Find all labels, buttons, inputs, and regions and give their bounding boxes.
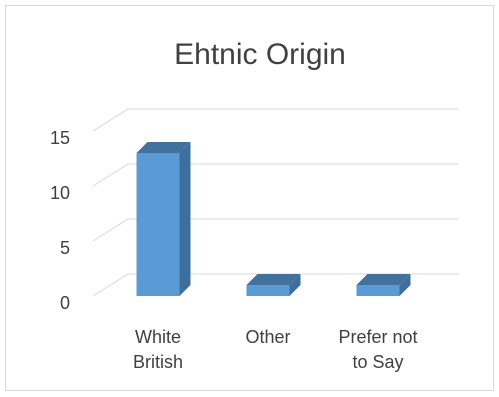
gridline	[92, 163, 459, 187]
chart-area	[5, 5, 494, 391]
bar-top	[136, 142, 191, 153]
y-axis-ticks: 0 5 10 15	[50, 128, 70, 313]
bar	[246, 274, 301, 296]
gridlines	[92, 108, 459, 297]
bar-top	[246, 274, 301, 285]
x-category-label: to Say	[352, 352, 403, 372]
x-category-label: Prefer not	[338, 327, 417, 347]
gridline	[92, 108, 459, 132]
chart-title: Ehtnic Origin	[174, 38, 346, 71]
bar-front	[136, 153, 180, 296]
bar-front	[356, 285, 400, 296]
bars	[136, 142, 411, 296]
bar-top	[356, 274, 411, 285]
x-axis-categories: White British Other Prefer not to Say	[133, 327, 418, 372]
gridline	[92, 218, 459, 242]
bar-side	[179, 142, 191, 296]
x-category-label: White	[135, 327, 181, 347]
x-category-label: Other	[245, 327, 290, 347]
y-tick-label: 15	[50, 128, 70, 148]
bar-side	[399, 274, 411, 296]
y-tick-label: 0	[60, 293, 70, 313]
x-category-label: British	[133, 352, 183, 372]
bar	[136, 142, 191, 296]
bar-side	[289, 274, 301, 296]
y-tick-label: 5	[60, 238, 70, 258]
bar	[356, 274, 411, 296]
gridline	[92, 273, 459, 297]
y-tick-label: 10	[50, 183, 70, 203]
bar-front	[246, 285, 290, 296]
